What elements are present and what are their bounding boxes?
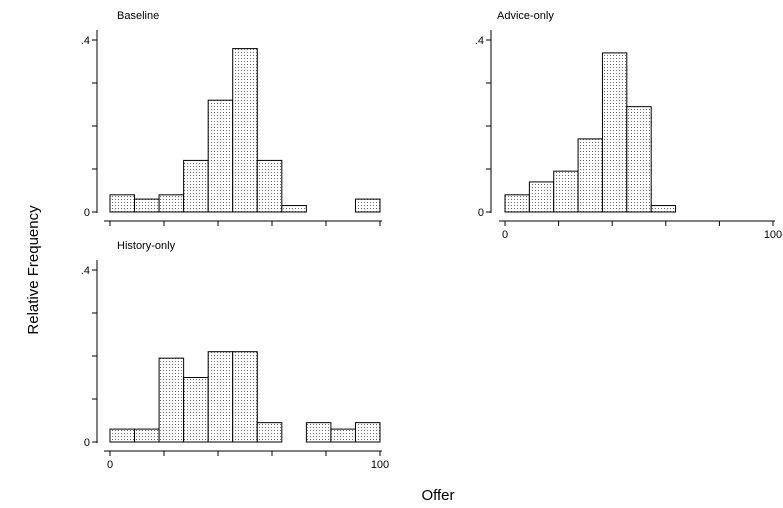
x-tick-label: 100 <box>371 459 389 471</box>
histogram-bar <box>553 170 579 213</box>
y-tick-label: 0 <box>84 207 90 219</box>
histogram-bar <box>232 351 258 443</box>
y-tick-label: .4 <box>475 35 484 47</box>
panel-title: Advice-only <box>497 10 554 22</box>
panel-advice-only: Advice-only 0 .4 0 100 <box>475 10 782 241</box>
histogram-bar <box>354 422 381 443</box>
panel-baseline: Baseline 0 .4 <box>81 10 382 226</box>
panel-history-only: History-only 0 .4 0 100 <box>81 240 389 471</box>
panel-title: History-only <box>117 240 176 252</box>
histogram-bar <box>232 48 258 213</box>
histogram-bar <box>330 428 356 443</box>
panel-title: Baseline <box>117 10 159 22</box>
histogram-bar <box>158 357 185 443</box>
histogram-bar <box>256 422 283 443</box>
y-tick-label: 0 <box>478 207 484 219</box>
histogram-bar <box>504 194 530 213</box>
histogram-bar <box>626 106 652 213</box>
histogram-bar <box>305 422 332 443</box>
histogram-bar <box>256 159 283 213</box>
x-tick-label: 0 <box>502 229 508 241</box>
histogram-bar <box>109 194 136 213</box>
histogram-bar <box>207 99 234 213</box>
x-axis-title: Offer <box>421 487 454 504</box>
histogram-bar <box>158 194 185 213</box>
histogram-bar <box>134 428 160 443</box>
y-tick-label: .4 <box>81 265 90 277</box>
histogram-bar <box>601 52 628 213</box>
histogram-bar <box>183 159 209 213</box>
y-tick-label: 0 <box>84 437 90 449</box>
x-tick-label: 0 <box>107 459 113 471</box>
histogram-bar <box>281 205 307 213</box>
histogram-bar <box>134 198 160 213</box>
x-tick-label: 100 <box>764 229 782 241</box>
histogram-bar <box>109 428 136 443</box>
histogram-bar <box>528 181 555 213</box>
y-tick-label: .4 <box>81 35 90 47</box>
histogram-bar <box>354 198 381 213</box>
histogram-bar <box>650 205 677 213</box>
y-axis-title: Relative Frequency <box>25 205 42 335</box>
histogram-bar <box>577 138 603 213</box>
histogram-bar <box>207 351 234 443</box>
histogram-bar <box>183 377 209 443</box>
